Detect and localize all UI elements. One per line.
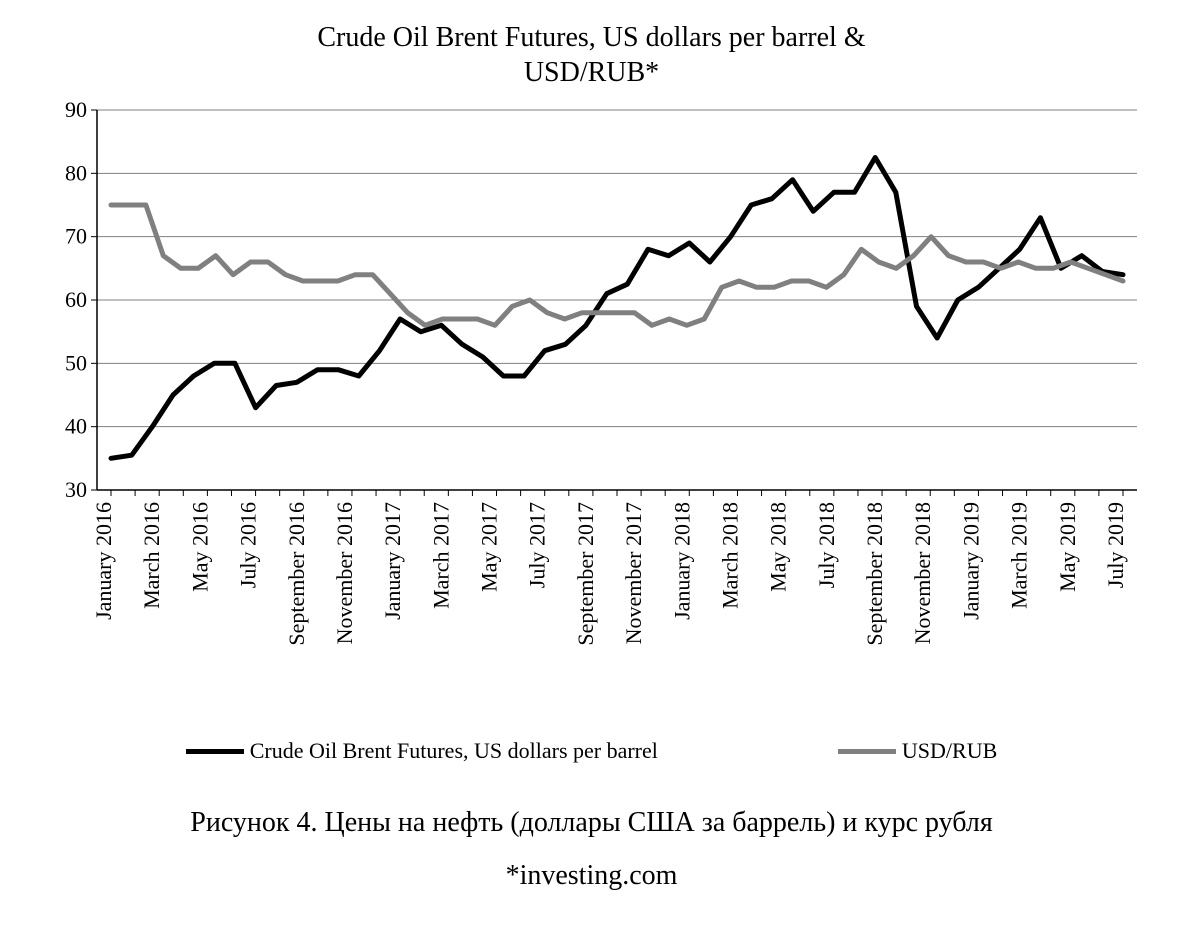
series-line [111,158,1123,459]
ytick-label: 90 [65,100,87,122]
xtick-label: September 2016 [283,502,308,646]
figure-container: Crude Oil Brent Futures, US dollars per … [20,20,1163,902]
legend-item: Crude Oil Brent Futures, US dollars per … [186,738,658,764]
xtick-label: November 2018 [910,502,935,644]
xtick-label: March 2018 [717,502,742,609]
xtick-label: July 2016 [235,502,260,588]
chart-title-line1: Crude Oil Brent Futures, US dollars per … [317,22,865,53]
xtick-label: January 2019 [958,502,983,620]
xtick-label: March 2016 [139,502,164,609]
chart-area: 30 40 50 60 70 80 90 January 2016 March 2016 May … [42,100,1142,720]
legend-swatch [838,749,896,754]
legend-swatch [186,749,244,754]
ytick-label: 50 [65,350,87,375]
legend-label: Crude Oil Brent Futures, US dollars per … [250,738,658,764]
xtick-label: March 2019 [1006,502,1031,609]
chart-title: Crude Oil Brent Futures, US dollars per … [20,20,1163,90]
xtick-label: November 2016 [331,502,356,644]
line-chart-svg: 30 40 50 60 70 80 90 January 2016 March 2016 May … [42,100,1142,720]
caption-line1: Рисунок 4. Цены на нефть (доллары США за… [20,796,1163,849]
xtick-label: January 2016 [91,502,116,620]
xtick-label: January 2017 [380,502,405,620]
xtick-label: July 2019 [1103,502,1128,588]
xtick-label: November 2017 [621,502,646,644]
legend-label: USD/RUB [902,738,997,764]
series-line [111,205,1123,325]
xtick-label: May 2019 [1054,502,1079,592]
caption-line2: *investing.com [20,849,1163,902]
xtick-label: May 2018 [765,502,790,592]
xtick-label: September 2017 [572,502,597,646]
ytick-label: 80 [65,160,87,185]
ytick-label: 40 [65,414,87,439]
xtick-label: May 2017 [476,502,501,592]
figure-caption: Рисунок 4. Цены на нефть (доллары США за… [20,796,1163,902]
xtick-label: July 2018 [813,502,838,588]
xtick-label: July 2017 [524,502,549,588]
ytick-label: 70 [65,224,87,249]
xtick-label: May 2016 [187,502,212,592]
ytick-label: 30 [65,477,87,502]
xtick-label: January 2018 [669,502,694,620]
xtick-label: September 2018 [862,502,887,646]
chart-title-line2: USD/RUB* [524,57,659,88]
legend-item: USD/RUB [838,738,997,764]
xtick-label: March 2017 [428,502,453,609]
ytick-label: 60 [65,287,87,312]
legend: Crude Oil Brent Futures, US dollars per … [20,738,1163,764]
